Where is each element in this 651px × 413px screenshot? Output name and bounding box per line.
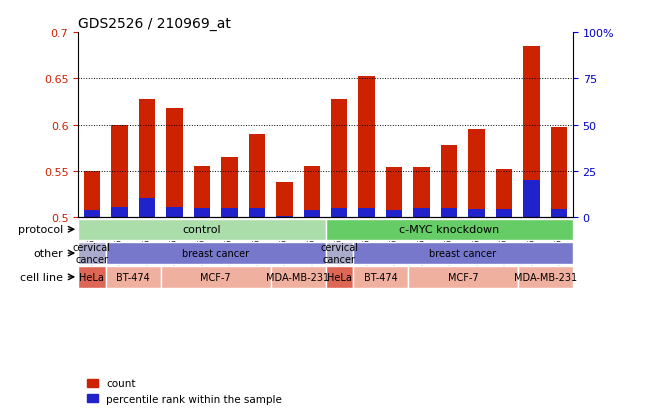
FancyBboxPatch shape [105, 243, 326, 264]
Text: breast cancer: breast cancer [430, 249, 497, 259]
Bar [386, 211, 402, 218]
Bar [139, 198, 155, 218]
Text: cell line: cell line [20, 272, 63, 282]
Text: BT-474: BT-474 [364, 272, 397, 282]
FancyBboxPatch shape [78, 243, 105, 264]
Bar [359, 209, 375, 218]
Text: GDS2526 / 210969_at: GDS2526 / 210969_at [78, 17, 231, 31]
Bar [469, 130, 485, 218]
FancyBboxPatch shape [271, 266, 326, 288]
Bar [139, 100, 155, 218]
Text: other: other [34, 249, 63, 259]
FancyBboxPatch shape [161, 266, 271, 288]
Bar [551, 209, 568, 218]
Bar [193, 167, 210, 218]
Text: cervical
cancer: cervical cancer [320, 243, 358, 264]
Bar [523, 181, 540, 218]
Bar [276, 183, 292, 218]
Text: MDA-MB-231: MDA-MB-231 [266, 272, 329, 282]
Text: MDA-MB-231: MDA-MB-231 [514, 272, 577, 282]
FancyBboxPatch shape [105, 266, 161, 288]
Bar [193, 209, 210, 218]
Bar [303, 167, 320, 218]
Bar [276, 216, 292, 218]
Bar [359, 76, 375, 218]
Bar [523, 47, 540, 218]
Text: protocol: protocol [18, 225, 63, 235]
Bar [469, 209, 485, 218]
FancyBboxPatch shape [78, 266, 105, 288]
Legend: count, percentile rank within the sample: count, percentile rank within the sample [83, 374, 286, 408]
FancyBboxPatch shape [326, 243, 353, 264]
Bar [249, 135, 265, 218]
Bar [331, 209, 348, 218]
Bar [249, 209, 265, 218]
Bar [496, 170, 512, 218]
Bar [221, 158, 238, 218]
Text: cervical
cancer: cervical cancer [73, 243, 111, 264]
FancyBboxPatch shape [78, 219, 326, 240]
FancyBboxPatch shape [353, 243, 573, 264]
Bar [496, 209, 512, 218]
Bar [441, 209, 458, 218]
Bar [413, 209, 430, 218]
Bar [166, 208, 182, 218]
Bar [111, 208, 128, 218]
Text: c-MYC knockdown: c-MYC knockdown [399, 225, 499, 235]
Bar [83, 211, 100, 218]
Text: BT-474: BT-474 [117, 272, 150, 282]
FancyBboxPatch shape [326, 266, 353, 288]
Bar [83, 172, 100, 218]
Text: MCF-7: MCF-7 [448, 272, 478, 282]
Bar [413, 168, 430, 218]
Bar [441, 146, 458, 218]
Bar [303, 211, 320, 218]
Bar [331, 100, 348, 218]
Bar [386, 168, 402, 218]
Text: MCF-7: MCF-7 [201, 272, 231, 282]
Bar [166, 109, 182, 218]
Text: HeLa: HeLa [79, 272, 104, 282]
Text: breast cancer: breast cancer [182, 249, 249, 259]
Bar [111, 126, 128, 218]
Text: control: control [182, 225, 221, 235]
FancyBboxPatch shape [326, 219, 573, 240]
FancyBboxPatch shape [518, 266, 573, 288]
Bar [221, 209, 238, 218]
Bar [551, 127, 568, 218]
FancyBboxPatch shape [353, 266, 408, 288]
Text: HeLa: HeLa [327, 272, 352, 282]
FancyBboxPatch shape [408, 266, 518, 288]
